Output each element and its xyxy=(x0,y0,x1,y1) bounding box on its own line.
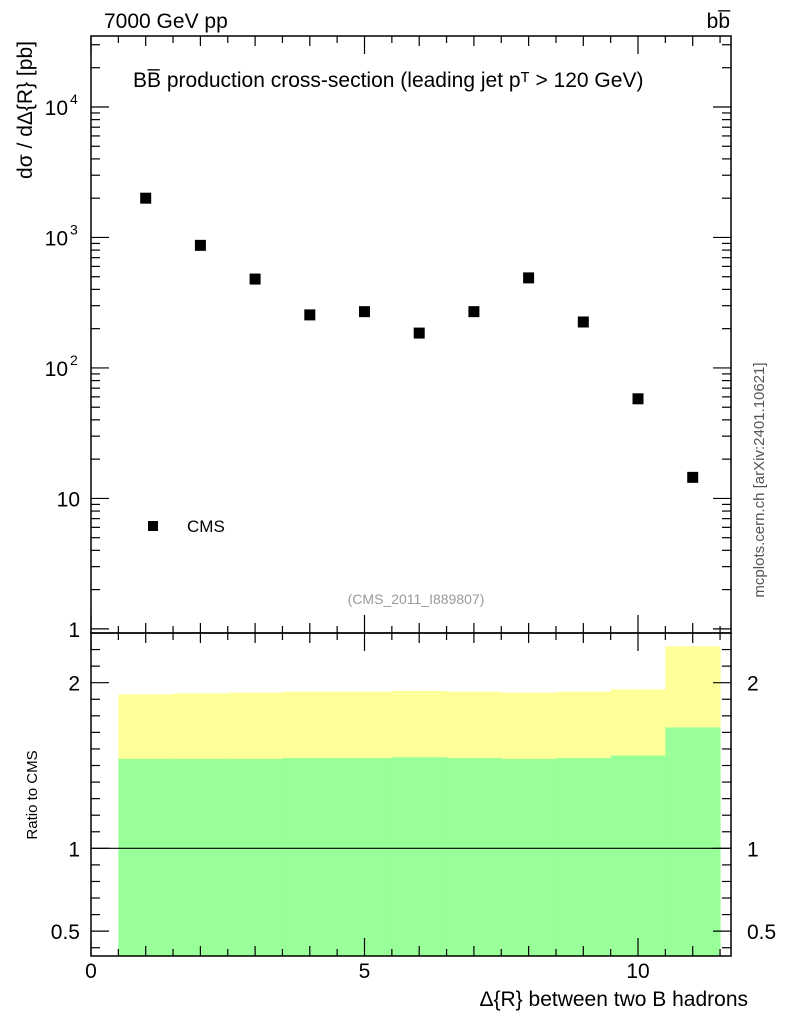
side-source-label: mcplots.cern.ch [arXiv:2401.10621] xyxy=(751,362,768,597)
data-point xyxy=(249,273,261,285)
main-data-layer xyxy=(140,192,699,483)
ratio-band-segment xyxy=(118,758,174,956)
ratio-x-ticks: 0 5 10 xyxy=(85,633,721,983)
ratio-band-segment xyxy=(555,758,612,956)
ratio-band-segment xyxy=(337,758,393,956)
ratio-band-segment xyxy=(391,757,448,956)
ratio-y-tick-label-left: 0.5 xyxy=(51,921,80,944)
ratio-band-segment xyxy=(282,758,338,956)
legend-label: CMS xyxy=(187,517,225,536)
ratio-y-ticks: 0.5 0.5 1 1 2 2 xyxy=(51,648,776,949)
main-y-axis-label: dσ / dΔ{R} [pb] xyxy=(14,41,37,179)
ratio-y-tick-label-right: 2 xyxy=(747,673,759,696)
ratio-band-segment xyxy=(665,727,721,956)
process-label: bb̅ xyxy=(707,10,732,33)
main-title: BB̅ production cross-section (leading je… xyxy=(133,69,643,92)
data-point xyxy=(687,471,699,483)
energy-label: 7000 GeV pp xyxy=(104,10,228,33)
main-frame xyxy=(90,35,732,634)
data-point xyxy=(577,316,589,328)
main-y-tick-exponent: 4 xyxy=(70,91,78,107)
ratio-y-tick-label-left: 2 xyxy=(68,673,80,696)
ratio-bands-layer xyxy=(118,646,721,956)
data-point xyxy=(194,239,206,251)
x-axis-label: Δ{R} between two B hadrons xyxy=(479,988,748,1011)
ratio-y-axis-label: Ratio to CMS xyxy=(24,750,41,839)
x-tick-label: 10 xyxy=(626,960,649,983)
main-x-ticks xyxy=(90,36,721,633)
data-point xyxy=(304,309,316,321)
main-y-tick-exponent: 3 xyxy=(70,221,78,237)
data-point xyxy=(632,393,644,405)
ratio-band-segment xyxy=(227,758,283,956)
ratio-band-segment xyxy=(610,755,666,956)
ratio-y-tick-label-right: 1 xyxy=(747,838,759,861)
data-point xyxy=(523,272,535,284)
ratio-panel: 0.5 0.5 1 1 2 2 0 5 10 Ratio to CMS Δ{R} betwee… xyxy=(24,632,776,1011)
ratio-band-segment xyxy=(173,758,229,956)
ratio-band-segment xyxy=(446,758,502,956)
ratio-band-segment xyxy=(501,758,557,956)
x-tick-label: 5 xyxy=(359,960,371,983)
x-tick-label: 0 xyxy=(85,960,97,983)
main-y-tick-exponent: 2 xyxy=(70,352,78,368)
data-point xyxy=(413,327,425,339)
main-y-tick-label: 10 xyxy=(45,227,68,250)
legend-marker xyxy=(148,521,158,531)
data-point xyxy=(359,306,371,318)
ratio-frame xyxy=(90,632,732,957)
main-y-tick-label: 10 xyxy=(57,488,80,511)
main-y-tick-label: 10 xyxy=(45,358,68,381)
data-point xyxy=(468,306,480,318)
main-y-tick-label: 1 xyxy=(68,619,80,642)
ratio-y-tick-label-left: 1 xyxy=(68,838,80,861)
main-y-tick-label: 10 xyxy=(45,97,68,120)
ratio-y-tick-label-right: 0.5 xyxy=(747,921,776,944)
analysis-watermark: (CMS_2011_I889807) xyxy=(348,591,485,607)
data-point xyxy=(140,192,152,204)
